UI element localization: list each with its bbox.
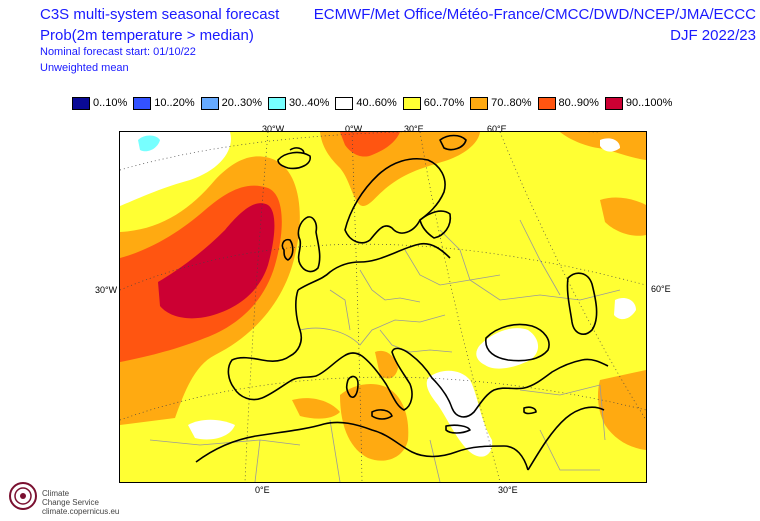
field-40-60-blacksea [476, 328, 539, 369]
systems-title: ECMWF/Met Office/Météo-France/CMCC/DWD/N… [313, 6, 756, 23]
field-70-80-med [340, 384, 409, 461]
lon-label-top: 0°W [345, 124, 363, 134]
legend-label: 60..70% [423, 97, 465, 109]
chart-title: C3S multi-system seasonal forecast [40, 6, 280, 23]
legend-swatch [537, 96, 556, 110]
lon-label-top: 30°E [404, 124, 424, 134]
legend-swatch [470, 96, 489, 110]
variable-title: Prob(2m temperature > median) [40, 27, 254, 44]
legend-item: 60..70% [402, 96, 465, 110]
legend-item: 20..30% [200, 96, 262, 110]
legend-label: 70..80% [491, 97, 532, 109]
legend-item: 10..20% [133, 96, 195, 110]
legend-swatch [335, 96, 354, 110]
lon-label-bottom: 0°E [255, 485, 270, 495]
legend-label: 80..90% [558, 97, 599, 109]
legend-item: 70..80% [470, 96, 532, 110]
lon-label-bottom: 30°E [498, 485, 518, 495]
legend-label: 10..20% [154, 97, 195, 109]
legend-item: 90..100% [604, 96, 673, 110]
field-80-90-north [340, 132, 400, 157]
legend-swatch [133, 96, 152, 110]
legend-item: 0..10% [72, 96, 128, 110]
legend-swatch [200, 96, 219, 110]
forecast-start: Nominal forecast start: 01/10/22 [40, 46, 196, 58]
logo-text: Climate Change Service climate.copernicu… [42, 489, 120, 516]
field-70-80-right [597, 370, 646, 450]
legend-label: 40..60% [356, 97, 397, 109]
legend-label: 90..100% [625, 97, 673, 109]
legend-swatch [402, 96, 421, 110]
legend-item: 80..90% [537, 96, 599, 110]
legend-swatch [72, 96, 90, 110]
legend-item: 30..40% [268, 96, 330, 110]
legend-label: 30..40% [289, 97, 330, 109]
field-40-60-northeast [600, 138, 620, 152]
legend-label: 20..30% [221, 97, 262, 109]
copernicus-logo [9, 482, 37, 510]
lon-label-top: 60°E [487, 124, 507, 134]
legend-label: 0..10% [93, 97, 128, 109]
field-90-100-atlantic [158, 203, 275, 319]
field-30-40 [138, 135, 160, 152]
field-40-60-africa [188, 419, 235, 440]
season-period: DJF 2022/23 [670, 27, 756, 44]
probability-legend: 0..10% 10..20% 20..30% 30..40% 40..60% 60..70… [72, 95, 678, 111]
mean-type: Unweighted mean [40, 62, 129, 74]
legend-swatch [268, 96, 286, 110]
map-frame [119, 131, 647, 483]
field-70-80-adriatic [375, 350, 398, 379]
field-70-80-iberia-coast [292, 398, 340, 419]
field-70-80-east [600, 197, 646, 236]
legend-swatch [604, 96, 623, 110]
legend-item: 40..60% [335, 96, 397, 110]
lon-label-top: 30°W [262, 124, 285, 134]
lat-label-left: 30°W [95, 285, 118, 295]
field-40-60-east [614, 298, 636, 320]
lat-label-right: 60°E [651, 284, 671, 294]
